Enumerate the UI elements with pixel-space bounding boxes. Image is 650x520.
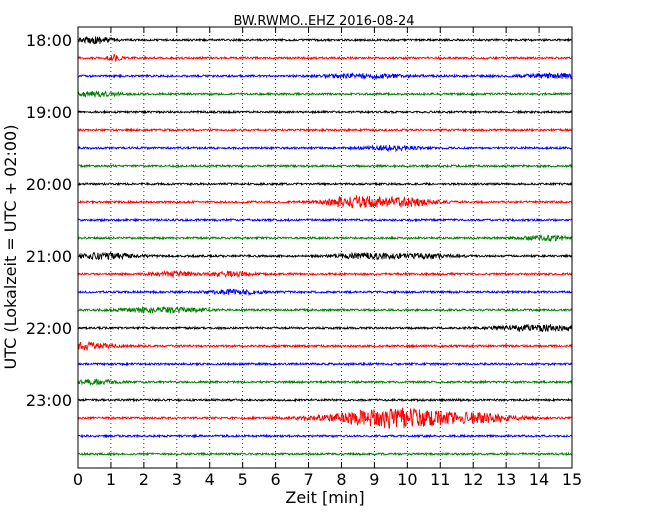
trace-2015 xyxy=(77,195,573,209)
x-tick-label-0: 0 xyxy=(73,470,83,489)
x-tick-label-3: 3 xyxy=(172,470,182,489)
x-tick-label-11: 11 xyxy=(430,470,450,489)
x-tick-label-5: 5 xyxy=(238,470,248,489)
trace-2000 xyxy=(77,181,573,187)
x-tick-label-4: 4 xyxy=(205,470,215,489)
x-tick-label-6: 6 xyxy=(271,470,281,489)
trace-1900 xyxy=(77,109,573,115)
x-tick-label-8: 8 xyxy=(336,470,346,489)
grid-lines xyxy=(110,27,540,468)
x-tick-label-12: 12 xyxy=(463,470,483,489)
y-tick-label-2: 20:00 xyxy=(26,175,72,194)
plot-frame xyxy=(77,26,573,469)
trace-2115 xyxy=(77,269,573,279)
trace-2245 xyxy=(77,377,573,387)
y-tick-label-5: 23:00 xyxy=(26,391,72,410)
y-tick-label-1: 19:00 xyxy=(26,103,72,122)
trace-2215 xyxy=(77,340,573,352)
trace-2130 xyxy=(77,288,573,297)
trace-2200 xyxy=(77,323,573,333)
trace-lines xyxy=(77,35,573,457)
x-tick-label-1: 1 xyxy=(106,470,116,489)
trace-2045 xyxy=(77,233,573,243)
trace-2330 xyxy=(77,433,573,439)
trace-2315 xyxy=(77,407,573,429)
x-tick-label-10: 10 xyxy=(397,470,417,489)
trace-1930 xyxy=(77,144,573,153)
trace-1915 xyxy=(77,127,573,133)
trace-2230 xyxy=(77,361,573,367)
x-axis-label: Zeit [min] xyxy=(285,488,364,507)
trace-2145 xyxy=(77,305,573,314)
axis-ticks: 0 1 2 3 4 5 6 7 8 9 10 11 12 13 14 1518:0019:0020:0021:… xyxy=(26,27,582,489)
trace-1830 xyxy=(77,72,573,80)
x-tick-label-14: 14 xyxy=(529,470,549,489)
x-tick-label-2: 2 xyxy=(139,470,149,489)
x-tick-label-7: 7 xyxy=(303,470,313,489)
y-tick-label-0: 18:00 xyxy=(26,31,72,50)
trace-2030 xyxy=(77,217,573,223)
y-axis-label: UTC (Lokalzeit = UTC + 02:00) xyxy=(1,125,20,370)
trace-1815 xyxy=(77,54,573,62)
y-tick-label-3: 21:00 xyxy=(26,247,72,266)
trace-2300 xyxy=(77,397,573,403)
chart-title: BW.RWMO..EHZ 2016-08-24 xyxy=(233,14,414,29)
trace-1800 xyxy=(77,35,573,45)
trace-2345 xyxy=(77,451,573,457)
x-tick-label-15: 15 xyxy=(562,470,582,489)
trace-2100 xyxy=(77,251,573,261)
x-tick-label-9: 9 xyxy=(369,470,379,489)
trace-1845 xyxy=(77,90,573,99)
x-tick-label-13: 13 xyxy=(496,470,516,489)
y-tick-label-4: 22:00 xyxy=(26,319,72,338)
trace-1945 xyxy=(77,163,573,169)
